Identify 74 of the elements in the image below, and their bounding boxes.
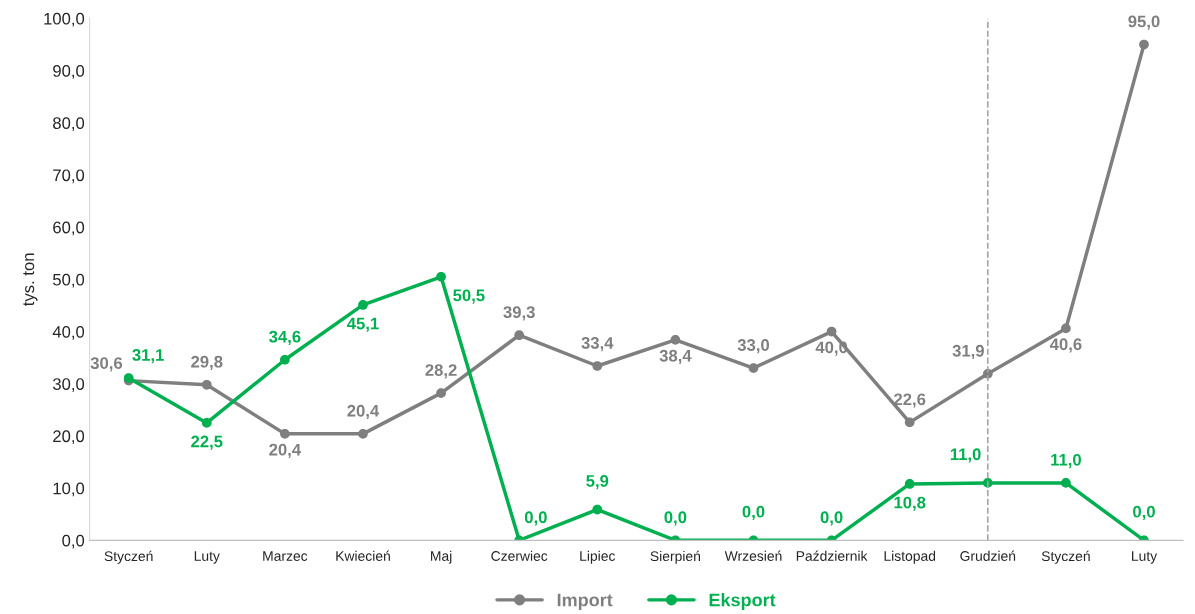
x-tick-label: Grudzień <box>960 550 1016 561</box>
x-tick-label: Sierpień <box>650 550 700 564</box>
point <box>748 363 759 373</box>
legend-label: Import <box>557 593 613 610</box>
data-label: 22,6 <box>894 393 926 408</box>
point <box>592 361 603 371</box>
y-tick-label: 60,0 <box>53 221 85 236</box>
point <box>280 354 290 365</box>
data-label: 39,3 <box>503 306 535 321</box>
y-tick-label: 0,0 <box>62 534 85 549</box>
data-label: 33,0 <box>737 339 770 354</box>
y-tick-label: 30,0 <box>52 378 85 392</box>
x-tick-label: Listopad <box>884 550 936 564</box>
data-label: 29,8 <box>191 355 223 371</box>
x-tick-label: Kwiecień <box>336 550 390 561</box>
point <box>904 417 915 428</box>
data-label: 40,6 <box>1049 338 1082 353</box>
data-label: 0,0 <box>1133 505 1155 520</box>
data-label: 33,4 <box>581 337 614 352</box>
data-label: 31,9 <box>952 344 984 360</box>
point <box>201 418 212 428</box>
data-label: 10,8 <box>894 496 926 511</box>
x-tick-label: Luty <box>194 551 220 564</box>
x-tick-label: Wrzesień <box>724 550 782 561</box>
point <box>201 379 212 390</box>
data-label: 22,5 <box>191 435 223 450</box>
y-tick-label: 50,0 <box>53 273 85 288</box>
point <box>1139 39 1149 50</box>
data-label: 0,0 <box>820 511 843 526</box>
point <box>280 428 290 439</box>
x-tick-label: Styczeń <box>104 550 153 564</box>
data-label: 50,5 <box>453 289 485 304</box>
x-tick-label: Październik <box>796 550 868 561</box>
data-label: 11,0 <box>950 448 981 463</box>
data-label: 0,0 <box>524 511 547 526</box>
data-label: 30,6 <box>90 357 123 372</box>
data-label: 0,0 <box>664 511 687 526</box>
point <box>436 388 446 399</box>
x-tick-label: Czerwiec <box>491 550 548 561</box>
point <box>514 330 525 341</box>
data-label: 5,9 <box>586 474 609 490</box>
y-tick-label: 10,0 <box>53 482 85 497</box>
point <box>436 271 446 282</box>
point <box>1061 478 1071 488</box>
y-tick-label: 100,0 <box>44 12 85 27</box>
point <box>670 335 681 345</box>
data-label: 38,4 <box>659 349 692 365</box>
point <box>904 479 915 489</box>
data-label: 11,0 <box>1051 453 1081 469</box>
point <box>826 326 837 337</box>
data-label: 95,0 <box>1128 15 1160 30</box>
point <box>358 300 368 310</box>
data-label: 28,2 <box>425 364 457 379</box>
x-tick-label: Lipiec <box>580 550 616 564</box>
x-tick-label: Styczeń <box>1041 550 1090 564</box>
y-axis-title: tys. ton <box>23 253 38 306</box>
x-tick-label: Maj <box>431 550 452 564</box>
y-tick-label: 40,0 <box>52 325 85 340</box>
data-label: 34,6 <box>269 330 301 345</box>
data-label: 45,1 <box>347 317 379 332</box>
legend-label: Eksport <box>709 593 776 610</box>
y-tick-label: 70,0 <box>53 169 85 184</box>
point <box>358 428 368 439</box>
y-tick-label: 90,0 <box>53 65 85 79</box>
data-label: 20,4 <box>347 404 380 420</box>
point <box>592 504 603 515</box>
y-tick-label: 20,0 <box>53 430 85 445</box>
data-label: 0,0 <box>742 505 765 520</box>
data-label: 20,4 <box>269 443 302 458</box>
x-tick-label: Marzec <box>263 551 308 561</box>
x-tick-label: Luty <box>1132 551 1158 564</box>
data-label: 31,1 <box>132 349 164 364</box>
point <box>1061 323 1071 334</box>
y-tick-label: 80,0 <box>53 117 85 131</box>
